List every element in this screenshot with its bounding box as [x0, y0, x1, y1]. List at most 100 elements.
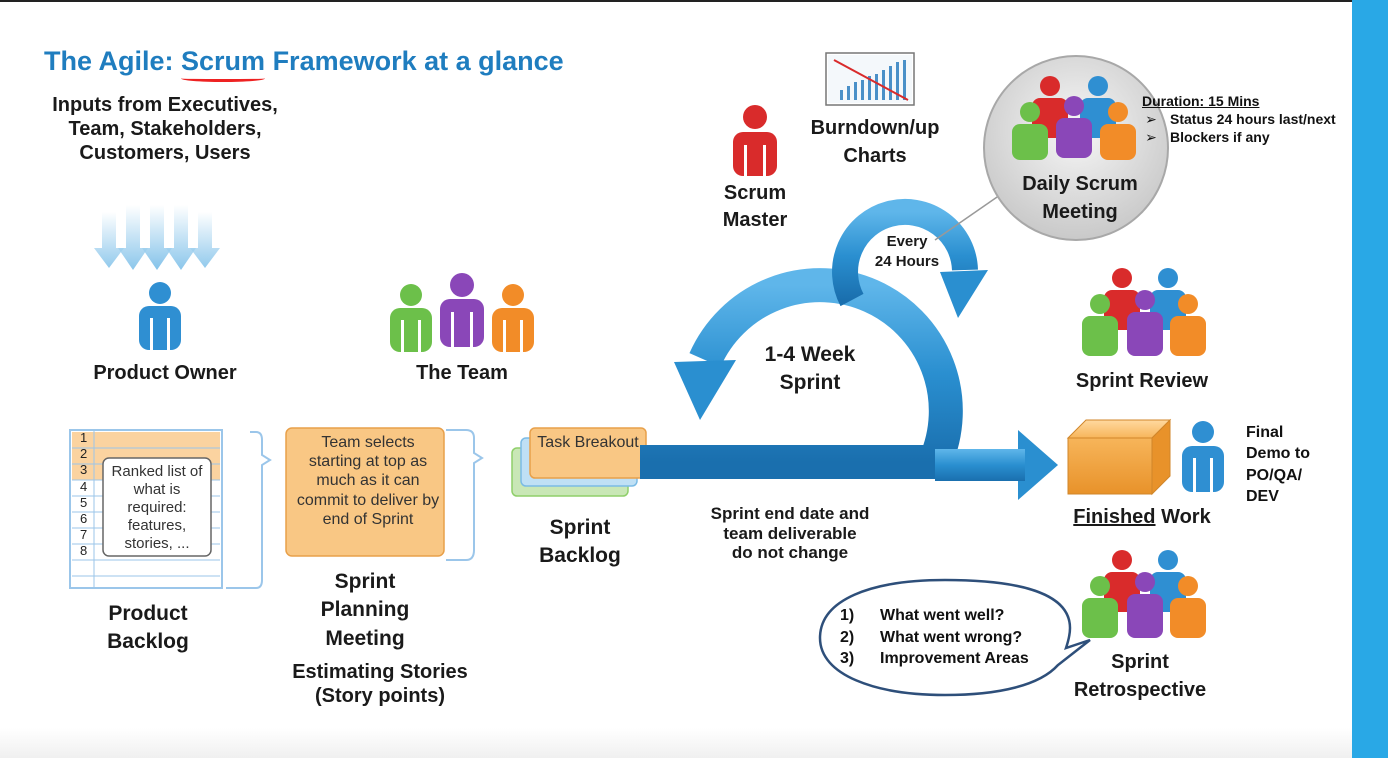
sprint-planning-card-text: Team selects starting at top as much as … [296, 434, 440, 528]
backlog-row-1: 1 [80, 430, 88, 445]
finished-work-rest: Work [1155, 506, 1211, 528]
scrum-master-label-line-1: Scrum [723, 182, 787, 204]
sprint-planning-label-line-1: Sprint [334, 570, 396, 593]
sprint-duration-label: 1-4 Week Sprint [740, 341, 880, 398]
sprint-note: Sprint end date and team deliverable do … [690, 504, 890, 563]
product-backlog-label: Product Backlog [78, 600, 218, 657]
duration-bullet-2-text: Blockers if any [1170, 129, 1270, 146]
burndown-label-line-2: Charts [843, 145, 907, 167]
product-backlog-card-text: Ranked list of what is required: feature… [111, 463, 203, 552]
finished-work-box-icon [1066, 418, 1172, 496]
backlog-row-2: 2 [80, 446, 88, 462]
inputs-line-2: Team, Stakeholders, [68, 118, 262, 140]
product-backlog-label-line-2: Backlog [107, 630, 189, 654]
sprint-planning-label-line-3: Meeting [325, 626, 405, 650]
team-icon [390, 273, 534, 352]
retro-question-2-num: 2) [840, 628, 855, 646]
estimating-line-2: (Story points) [315, 685, 445, 707]
retro-question-3: 3) Improvement Areas [840, 648, 1070, 670]
sprint-planning-card [285, 427, 484, 561]
final-demo-line-2: Demo to [1246, 445, 1310, 463]
sprint-backlog-label: Sprint Backlog [520, 514, 640, 571]
inputs-line-3: Customers, Users [79, 142, 251, 164]
retro-question-1: 1) What went well? [840, 605, 1070, 627]
retrospective-speech-bubble [818, 578, 1091, 697]
scrum-master-label: Scrum Master [700, 180, 810, 234]
sprint-backlog-cards [511, 427, 647, 497]
bottom-shade [0, 728, 1352, 758]
bullet-arrow-icon: ➢ [1145, 111, 1157, 128]
retro-question-1-text: What went well? [880, 607, 1005, 624]
daily-scrum-label: Daily Scrum Meeting [1000, 170, 1160, 226]
retro-question-3-num: 3) [840, 650, 855, 668]
retrospective-label: Sprint Retrospective [1055, 648, 1225, 704]
estimating-line-1: Estimating Stories [292, 661, 468, 683]
daily-scrum-label-line-2: Meeting [1042, 201, 1118, 223]
sprint-backlog-label-line-1: Sprint [549, 516, 611, 539]
right-edge-bar [1352, 0, 1388, 758]
scrum-master-label-line-2: Master [722, 209, 788, 231]
task-breakout-text: Task Breakout [537, 434, 639, 451]
product-backlog-list [69, 429, 272, 589]
title-scrum-text: Scrum [181, 46, 266, 76]
sprint-review-label: Sprint Review [1075, 370, 1209, 392]
backlog-row-3: 3 [80, 462, 88, 478]
every-line-1: Every [886, 233, 928, 250]
retro-question-1-num: 1) [840, 607, 855, 624]
duration-bullet-1-text: Status 24 hours last/next [1170, 111, 1336, 128]
daily-scrum-notes: Duration: 15 Mins ➢ Status 24 hours last/… [1142, 92, 1362, 147]
page-title: The Agile: Scrum Framework at a glance [44, 46, 564, 82]
sprint-backlog-label-line-2: Backlog [539, 544, 621, 568]
daily-cycle-arrow [832, 199, 988, 318]
inputs-label: Inputs from Executives, Team, Stakeholde… [20, 93, 310, 165]
product-owner-icon [139, 282, 181, 350]
retro-question-2: 2) What went wrong? [840, 627, 1070, 649]
backlog-row-7: 7 [80, 527, 88, 543]
inputs-line-1: Inputs from Executives, [52, 94, 278, 116]
sprint-duration-line-2: Sprint [779, 371, 841, 395]
duration-bullet-2: ➢ Blockers if any [1142, 128, 1362, 146]
finished-work-underlined: Finished [1073, 506, 1156, 528]
finished-work-label: Finished Work [1052, 505, 1232, 529]
sprint-cycle-arrow [640, 268, 1058, 500]
retrospective-team-icon [1082, 550, 1206, 638]
final-demo-line-4: DEV [1246, 487, 1279, 505]
backlog-row-5: 5 [80, 494, 88, 510]
product-owner-label: Product Owner [93, 362, 237, 384]
sprint-planning-label-line-2: Planning [320, 598, 410, 622]
diagram-graphics [69, 52, 1224, 697]
backlog-row-4: 4 [80, 478, 88, 494]
title-underline [181, 75, 266, 82]
duration-title: Duration: 15 Mins [1142, 93, 1260, 109]
retro-question-2-text: What went wrong? [880, 628, 1023, 646]
title-scrum: Scrum [181, 46, 266, 82]
burndown-label-line-1: Burndown/up [810, 117, 940, 139]
sprint-note-line-1: Sprint end date and [710, 504, 870, 523]
sprint-note-line-2: team deliverable [723, 523, 857, 543]
final-demo-line-3: PO/QA/ [1246, 466, 1303, 484]
top-border [0, 0, 1388, 2]
duration-bullet-1: ➢ Status 24 hours last/next [1142, 110, 1362, 128]
backlog-row-8: 8 [80, 543, 88, 559]
final-demo-label: Final Demo to PO/QA/ DEV [1246, 422, 1336, 507]
estimating-stories-label: Estimating Stories (Story points) [270, 660, 490, 708]
retrospective-questions: 1) What went well? 2) What went wrong? 3) I… [840, 605, 1070, 670]
title-suffix: Framework at a glance [265, 46, 564, 76]
daily-scrum-label-line-1: Daily Scrum [1022, 173, 1138, 195]
team-label: The Team [416, 362, 508, 384]
title-prefix: The Agile: [44, 46, 182, 76]
retrospective-label-line-1: Sprint [1111, 651, 1169, 673]
burndown-label: Burndown/up Charts [790, 114, 960, 170]
sprint-note-line-3: do not change [731, 543, 849, 563]
burndown-chart-icon [825, 52, 915, 106]
bullet-arrow-icon: ➢ [1145, 129, 1157, 146]
daily-scrum-team-icon [1012, 76, 1136, 160]
retro-question-3-text: Improvement Areas [880, 650, 1029, 668]
sprint-duration-line-1: 1-4 Week [764, 343, 856, 366]
product-backlog-label-line-1: Product [108, 602, 188, 625]
sprint-review-team-icon [1082, 268, 1206, 356]
sprint-planning-label: Sprint Planning Meeting [290, 568, 440, 653]
retrospective-label-line-2: Retrospective [1073, 679, 1207, 701]
finished-work-person-icon [1182, 421, 1224, 492]
